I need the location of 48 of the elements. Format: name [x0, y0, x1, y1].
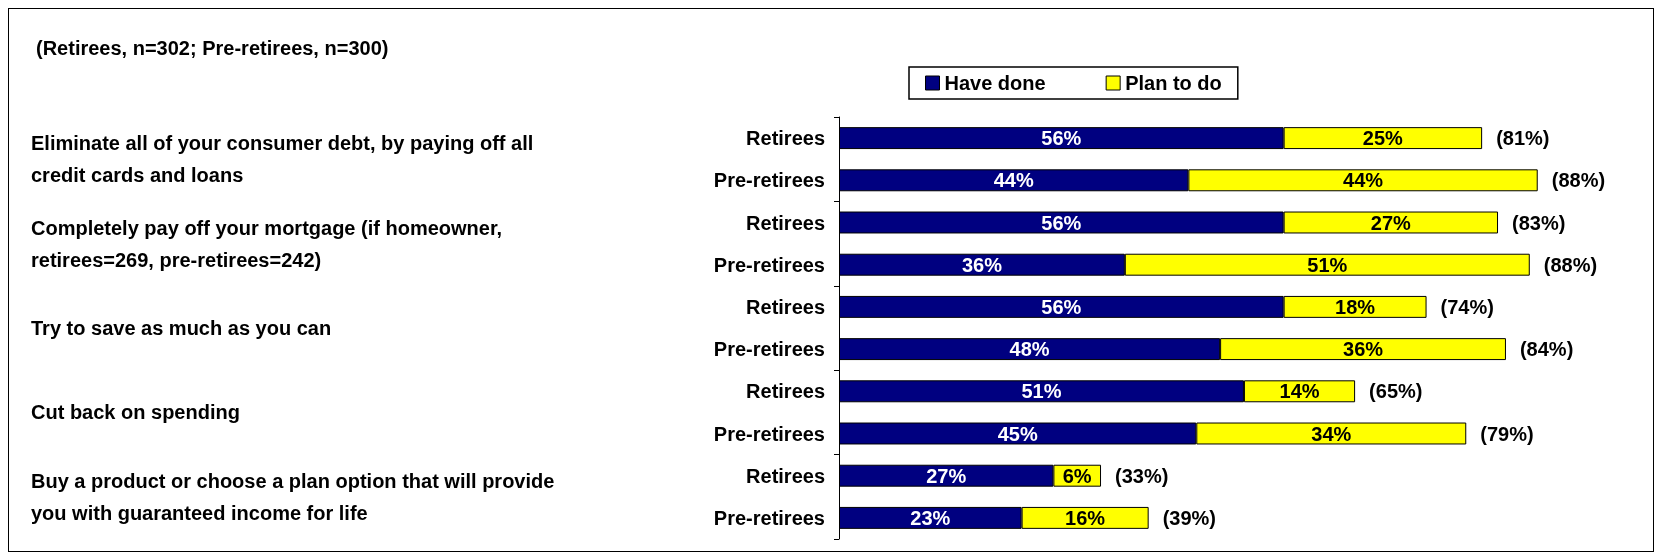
legend-label: Plan to do — [1125, 72, 1222, 94]
text: Try to save as much as you can — [31, 317, 332, 339]
data-label: 56% — [1041, 127, 1082, 150]
total-label: (33%) — [1115, 464, 1169, 487]
total-label: (88%) — [1543, 253, 1598, 276]
data-label: 56% — [1041, 211, 1082, 234]
data-label: 27% — [926, 464, 967, 487]
y-tick-label: Retirees — [746, 211, 825, 234]
y-tick-label: Retirees — [746, 380, 825, 403]
text: Cut back on spending — [31, 401, 240, 424]
y-tick-label: Retirees — [746, 464, 825, 487]
data-label: 36% — [1343, 338, 1384, 361]
data-label: 45% — [997, 422, 1038, 445]
text: Buy a product or choose a plan option that will provide you with guaranteed income for life — [31, 469, 560, 524]
data-label: 34% — [1311, 422, 1352, 445]
total-label: (79%) — [1480, 422, 1534, 445]
data-label: 6% — [1062, 464, 1092, 487]
data-label: 51% — [1307, 253, 1348, 276]
total-label: (83%) — [1512, 211, 1566, 234]
data-label: 16% — [1065, 506, 1106, 529]
total-label: (84%) — [1519, 338, 1574, 361]
data-label: 25% — [1362, 127, 1404, 150]
data-label: 44% — [993, 169, 1034, 192]
legend-label: Have done — [944, 72, 1046, 94]
y-tick-label: Pre-retirees — [713, 422, 825, 445]
data-label: 27% — [1370, 211, 1412, 234]
total-label: (39%) — [1162, 506, 1217, 529]
data-label: 48% — [1009, 338, 1050, 361]
total-label: (65%) — [1369, 380, 1423, 403]
text: (Retirees, n=302; Pre-retirees, n=300) — [36, 37, 389, 59]
data-label: 56% — [1041, 295, 1082, 318]
data-label: 14% — [1279, 380, 1320, 403]
y-tick-label: Pre-retirees — [713, 253, 825, 276]
total-label: (74%) — [1440, 295, 1494, 318]
data-label: 18% — [1335, 295, 1376, 318]
text: Eliminate all of your consumer debt, by paying off all credit cards and loans — [31, 132, 539, 187]
y-tick-label: Retirees — [746, 295, 825, 318]
y-tick-label: Pre-retirees — [713, 169, 825, 192]
y-tick-label: Pre-retirees — [713, 338, 825, 361]
y-tick-label: Pre-retirees — [713, 506, 825, 529]
total-label: (81%) — [1496, 127, 1550, 150]
y-tick-label: Retirees — [746, 127, 825, 150]
text: Completely pay off your mortgage (if homeowner, retirees=269, pre-retirees=242) — [31, 216, 508, 271]
total-label: (88%) — [1551, 169, 1606, 192]
data-label: 51% — [1021, 380, 1062, 403]
data-label: 44% — [1343, 169, 1384, 192]
data-label: 36% — [961, 253, 1003, 276]
data-label: 23% — [910, 506, 951, 529]
